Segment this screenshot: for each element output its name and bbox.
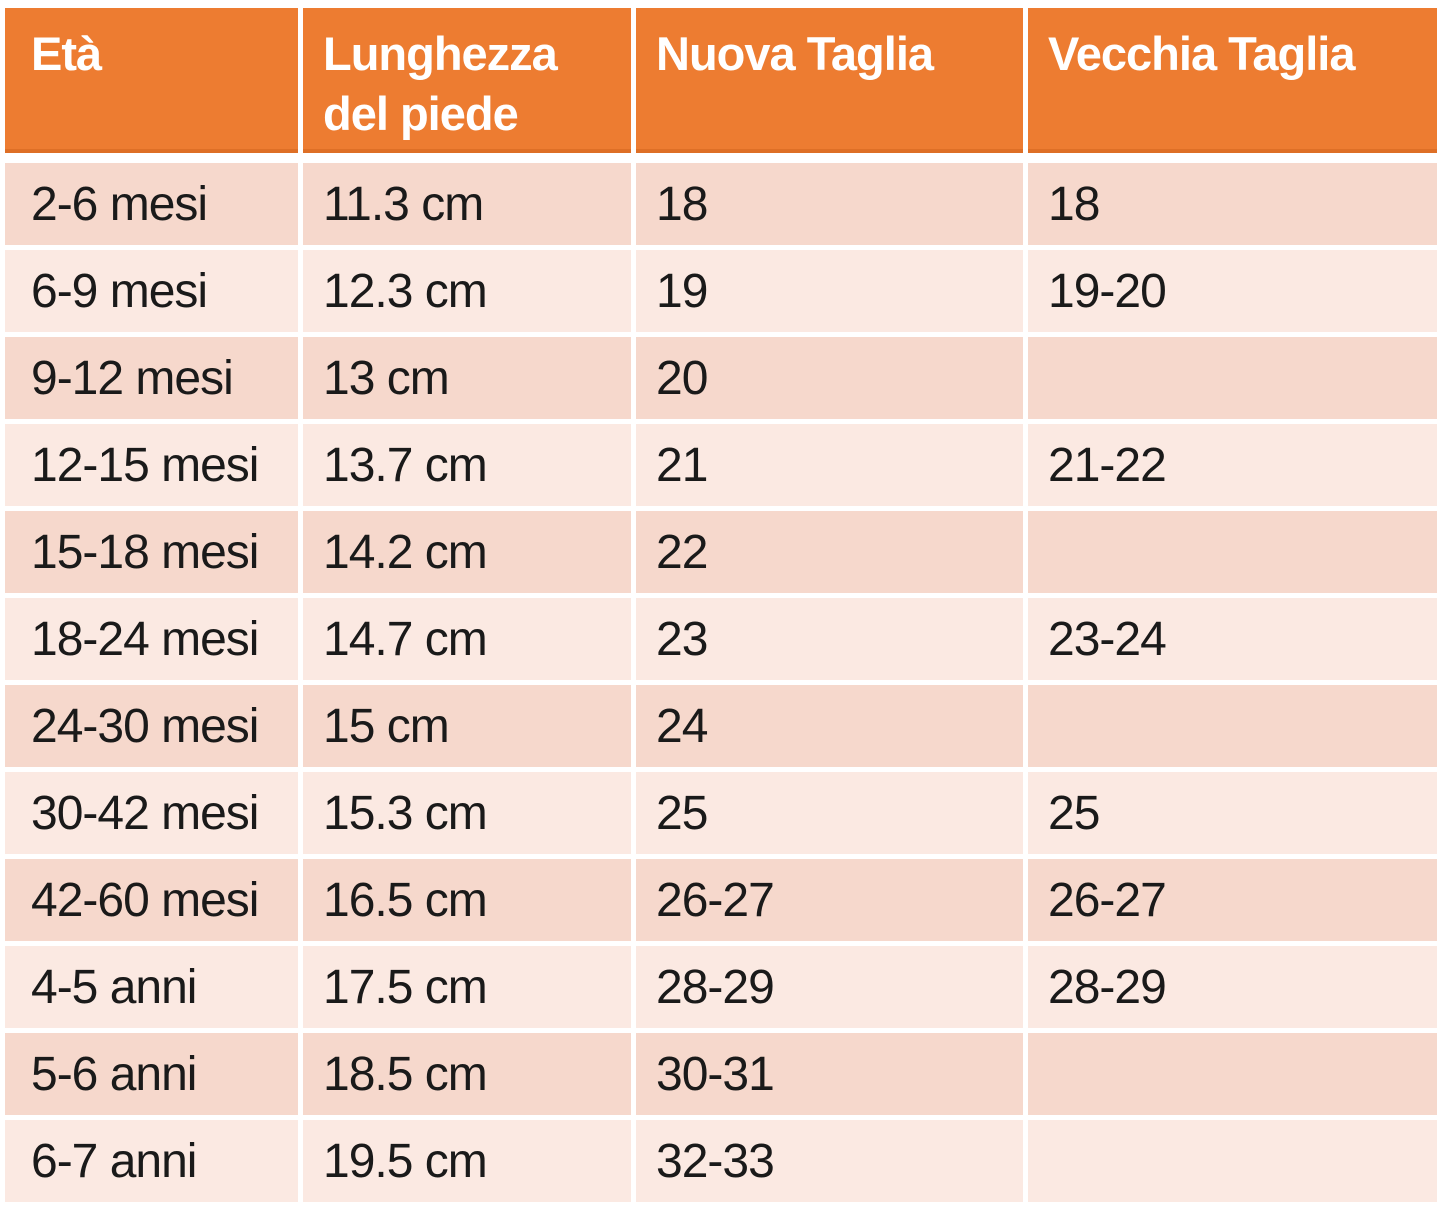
header-cell-lunghezza: Lunghezza del piede	[303, 8, 631, 153]
table-row: 24-30 mesi 15 cm 24	[5, 685, 1437, 767]
cell-piede: 15.3 cm	[303, 772, 631, 854]
header-cell-eta: Età	[5, 8, 298, 153]
table-row: 2-6 mesi 11.3 cm 18 18	[5, 163, 1437, 245]
cell-nuova: 26-27	[636, 859, 1023, 941]
cell-nuova: 30-31	[636, 1033, 1023, 1115]
cell-nuova: 24	[636, 685, 1023, 767]
cell-piede: 15 cm	[303, 685, 631, 767]
table-row: 42-60 mesi 16.5 cm 26-27 26-27	[5, 859, 1437, 941]
cell-vecchia: 28-29	[1028, 946, 1437, 1028]
cell-vecchia: 25	[1028, 772, 1437, 854]
cell-eta: 15-18 mesi	[5, 511, 298, 593]
cell-nuova: 20	[636, 337, 1023, 419]
cell-eta: 6-9 mesi	[5, 250, 298, 332]
cell-nuova: 19	[636, 250, 1023, 332]
header-cell-vecchia-taglia: Vecchia Taglia	[1028, 8, 1437, 153]
table-row: 12-15 mesi 13.7 cm 21 21-22	[5, 424, 1437, 506]
cell-nuova: 18	[636, 163, 1023, 245]
cell-vecchia	[1028, 1120, 1437, 1202]
cell-nuova: 21	[636, 424, 1023, 506]
cell-vecchia: 26-27	[1028, 859, 1437, 941]
cell-piede: 14.2 cm	[303, 511, 631, 593]
header-cell-nuova-taglia: Nuova Taglia	[636, 8, 1023, 153]
cell-nuova: 32-33	[636, 1120, 1023, 1202]
table-row: 5-6 anni 18.5 cm 30-31	[5, 1033, 1437, 1115]
cell-vecchia	[1028, 1033, 1437, 1115]
cell-eta: 42-60 mesi	[5, 859, 298, 941]
cell-piede: 13.7 cm	[303, 424, 631, 506]
cell-nuova: 25	[636, 772, 1023, 854]
cell-vecchia: 21-22	[1028, 424, 1437, 506]
cell-eta: 9-12 mesi	[5, 337, 298, 419]
table-row: 30-42 mesi 15.3 cm 25 25	[5, 772, 1437, 854]
cell-piede: 14.7 cm	[303, 598, 631, 680]
cell-vecchia: 19-20	[1028, 250, 1437, 332]
cell-nuova: 23	[636, 598, 1023, 680]
cell-nuova: 22	[636, 511, 1023, 593]
cell-eta: 30-42 mesi	[5, 772, 298, 854]
cell-vecchia: 23-24	[1028, 598, 1437, 680]
table-header-row: Età Lunghezza del piede Nuova Taglia Vec…	[5, 8, 1437, 153]
table-row: 6-7 anni 19.5 cm 32-33	[5, 1120, 1437, 1202]
cell-eta: 6-7 anni	[5, 1120, 298, 1202]
cell-piede: 17.5 cm	[303, 946, 631, 1028]
cell-piede: 11.3 cm	[303, 163, 631, 245]
cell-nuova: 28-29	[636, 946, 1023, 1028]
table-row: 15-18 mesi 14.2 cm 22	[5, 511, 1437, 593]
cell-eta: 4-5 anni	[5, 946, 298, 1028]
cell-vecchia	[1028, 685, 1437, 767]
cell-piede: 18.5 cm	[303, 1033, 631, 1115]
table-row: 18-24 mesi 14.7 cm 23 23-24	[5, 598, 1437, 680]
cell-piede: 13 cm	[303, 337, 631, 419]
cell-vecchia	[1028, 511, 1437, 593]
cell-piede: 16.5 cm	[303, 859, 631, 941]
cell-eta: 5-6 anni	[5, 1033, 298, 1115]
cell-piede: 19.5 cm	[303, 1120, 631, 1202]
cell-eta: 18-24 mesi	[5, 598, 298, 680]
cell-piede: 12.3 cm	[303, 250, 631, 332]
cell-vecchia: 18	[1028, 163, 1437, 245]
table-row: 6-9 mesi 12.3 cm 19 19-20	[5, 250, 1437, 332]
table-row: 4-5 anni 17.5 cm 28-29 28-29	[5, 946, 1437, 1028]
cell-vecchia	[1028, 337, 1437, 419]
table-row: 9-12 mesi 13 cm 20	[5, 337, 1437, 419]
cell-eta: 24-30 mesi	[5, 685, 298, 767]
cell-eta: 2-6 mesi	[5, 163, 298, 245]
cell-eta: 12-15 mesi	[5, 424, 298, 506]
